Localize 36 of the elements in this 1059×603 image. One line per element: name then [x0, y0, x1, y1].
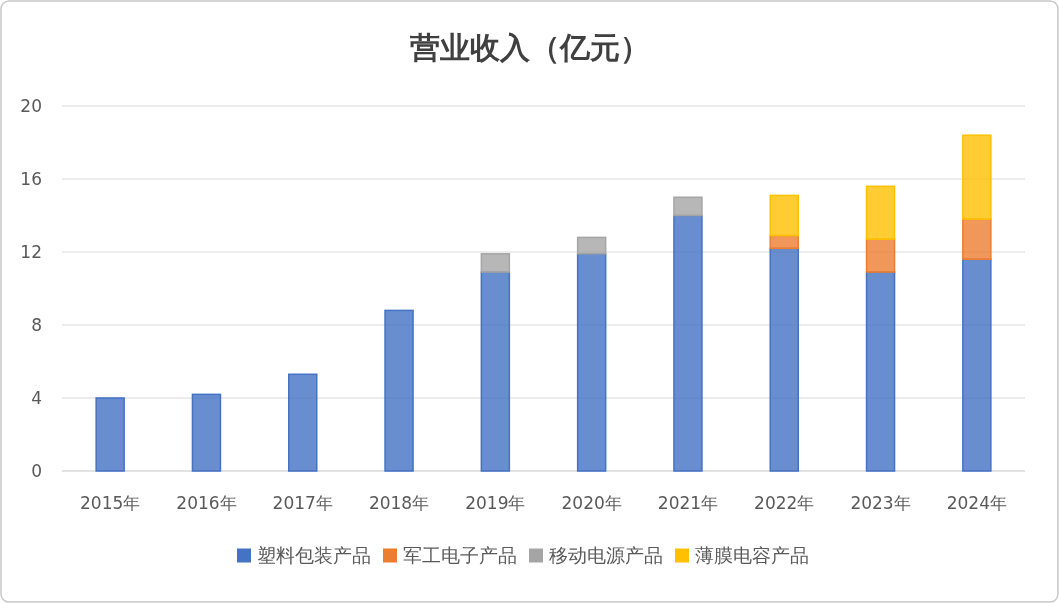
x-tick-label: 2018年	[368, 493, 430, 513]
bar	[962, 134, 992, 220]
bar	[962, 258, 992, 472]
x-tick-label: 2017年	[272, 493, 333, 513]
x-tick-label: 2016年	[176, 493, 237, 513]
bar	[95, 397, 125, 472]
bar	[769, 234, 799, 250]
x-tick-label: 2015年	[80, 493, 141, 513]
bar	[576, 253, 607, 472]
bar	[865, 238, 896, 273]
bar	[673, 214, 703, 472]
y-tick-label: 16	[20, 169, 42, 189]
bar	[962, 218, 992, 261]
bar	[480, 253, 511, 273]
bar	[865, 185, 896, 240]
x-tick-label: 2020年	[561, 493, 622, 513]
y-tick-label: 20	[20, 96, 42, 116]
chart-title: 营业收入（亿元）	[409, 30, 650, 65]
bar	[673, 196, 703, 217]
bar	[769, 194, 799, 237]
bar	[865, 271, 896, 472]
bar	[384, 309, 414, 472]
bar	[191, 393, 222, 472]
y-tick-label: 0	[31, 461, 42, 481]
x-tick-label: 2019年	[465, 493, 526, 513]
x-tick-label: 2024年	[946, 493, 1007, 513]
y-tick-label: 4	[31, 388, 42, 408]
x-tick-label: 2023年	[850, 493, 911, 513]
x-tick-label: 2021年	[657, 493, 719, 513]
y-tick-label: 8	[31, 315, 42, 335]
y-tick-label: 12	[20, 242, 42, 262]
bar	[288, 373, 318, 472]
bar	[576, 236, 607, 255]
bar	[769, 247, 799, 472]
x-tick-label: 2022年	[754, 493, 815, 513]
bar	[480, 271, 511, 472]
